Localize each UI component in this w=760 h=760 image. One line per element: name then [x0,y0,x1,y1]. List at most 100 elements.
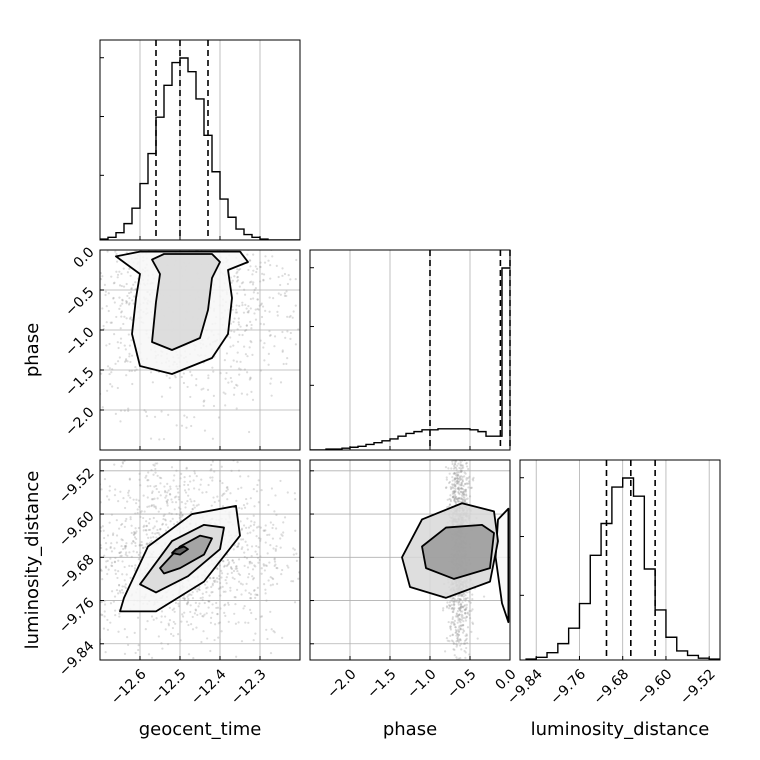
scatter-point [197,224,199,226]
scatter-point [448,640,451,643]
scatter-point [180,515,183,518]
scatter-point [269,264,272,267]
scatter-point [203,601,206,605]
scatter-point [134,531,137,535]
scatter-point [453,499,456,502]
scatter-point [127,489,131,492]
scatter-point [272,209,274,211]
scatter-point [241,546,244,549]
scatter-point [101,211,103,213]
scatter-point [262,218,264,220]
scatter-point [263,359,266,362]
scatter-point [271,537,275,540]
scatter-point [462,616,465,619]
scatter-point [214,435,216,437]
scatter-point [249,377,252,380]
scatter-point [232,320,235,323]
scatter-point [128,477,131,480]
scatter-point [156,462,159,465]
scatter-point [457,462,460,465]
scatter-point [199,596,202,600]
scatter-point [288,315,291,319]
scatter-point [125,300,128,304]
scatter-point [161,233,163,235]
scatter-point [115,588,119,592]
y-tick-label: 0.0 [71,244,98,271]
scatter-point [325,287,327,289]
scatter-point [143,233,145,235]
scatter-point [238,333,241,336]
scatter-point [121,461,124,464]
scatter-point [119,229,121,231]
scatter-point [108,521,111,524]
scatter-point [447,467,450,470]
scatter-point [236,270,239,273]
scatter-point [451,633,454,636]
scatter-point [121,302,124,305]
scatter-point [455,472,458,475]
scatter-point [191,628,195,631]
scatter-point [242,504,246,507]
scatter-point [456,615,459,618]
scatter-point [196,613,199,617]
scatter-point [76,227,78,229]
scatter-point [150,446,152,448]
scatter-point [122,267,125,270]
scatter-point [268,334,272,337]
scatter-point [66,448,68,450]
scatter-point [454,626,457,629]
scatter-point [242,607,245,610]
scatter-point [244,303,247,306]
scatter-point [133,246,135,248]
scatter-point [131,382,134,386]
scatter-point [117,584,121,587]
scatter-point [455,482,458,485]
scatter-point [449,485,452,489]
scatter-point [121,560,124,563]
scatter-point [170,207,172,209]
scatter-point [248,185,250,187]
scatter-point [157,510,160,513]
scatter-point [465,494,468,497]
scatter-point [457,614,460,618]
scatter-point [314,245,316,247]
scatter-point [252,488,255,491]
scatter-point [131,299,134,302]
scatter-point [89,545,91,547]
scatter-point [249,339,252,343]
scatter-point [208,594,211,597]
scatter-point [141,223,143,225]
scatter-point [272,577,275,581]
scatter-point [130,287,133,291]
scatter-phase-vs-luminosity_distance [309,459,511,661]
scatter-point [448,497,451,501]
scatter-point [239,221,241,223]
scatter-point [288,453,290,455]
scatter-point [237,268,240,271]
scatter-point [102,324,105,328]
scatter-point [138,544,141,547]
scatter-point [159,527,162,531]
scatter-point [267,503,270,507]
scatter-point [260,615,264,618]
scatter-point [169,386,172,389]
scatter-point [190,510,193,514]
scatter-point [168,243,170,245]
scatter-point [101,307,104,310]
scatter-point [215,442,217,444]
scatter-point [253,564,256,567]
scatter-point [196,244,198,246]
scatter-point [251,575,254,578]
scatter-point [125,542,128,545]
scatter-point [161,647,164,650]
scatter-point [258,558,261,562]
scatter-point [282,531,285,534]
scatter-point [183,414,186,417]
scatter-point [159,507,162,510]
scatter-point [214,579,217,582]
scatter-point [217,622,220,625]
scatter-point [455,599,459,602]
scatter-point [285,294,288,298]
scatter-point [159,482,162,485]
scatter-point [182,372,185,375]
